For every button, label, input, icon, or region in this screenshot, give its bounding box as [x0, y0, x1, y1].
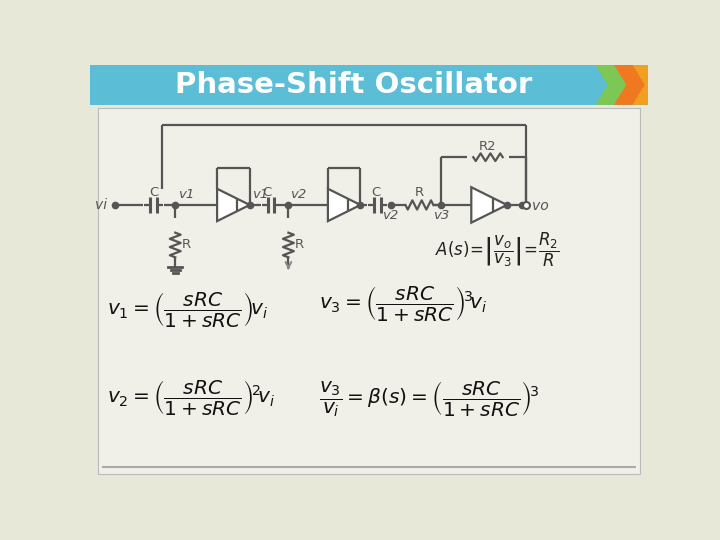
Text: R: R [181, 239, 191, 252]
Text: $v_1 = \left(\dfrac{sRC}{1+sRC}\right)\!v_i$: $v_1 = \left(\dfrac{sRC}{1+sRC}\right)\!… [107, 290, 268, 329]
Text: R: R [294, 239, 304, 252]
Polygon shape [614, 65, 647, 105]
Text: $v_3 = \left(\dfrac{sRC}{1+sRC}\right)^{\!3}\!v_i$: $v_3 = \left(\dfrac{sRC}{1+sRC}\right)^{… [319, 284, 487, 323]
Polygon shape [595, 65, 628, 105]
Text: C: C [149, 186, 158, 199]
Polygon shape [472, 187, 507, 222]
Text: $A(s)\!=\!\left|\dfrac{v_o}{v_3}\right|\!=\!\dfrac{R_2}{R}$: $A(s)\!=\!\left|\dfrac{v_o}{v_3}\right|\… [435, 231, 559, 269]
Text: R: R [415, 186, 424, 199]
FancyBboxPatch shape [90, 65, 648, 105]
Text: $\dfrac{v_3}{v_i} = \beta(s) = \left(\dfrac{sRC}{1+sRC}\right)^{\!3}$: $\dfrac{v_3}{v_i} = \beta(s) = \left(\df… [319, 380, 539, 420]
Polygon shape [632, 65, 648, 105]
Polygon shape [217, 189, 250, 221]
Text: v1: v1 [252, 188, 269, 201]
Text: vi: vi [95, 198, 107, 212]
Text: v2: v2 [290, 188, 306, 201]
Text: v3: v3 [433, 209, 449, 222]
Polygon shape [577, 65, 609, 105]
Text: v1: v1 [179, 188, 194, 201]
Text: C: C [262, 186, 271, 199]
Text: $v_2 = \left(\dfrac{sRC}{1+sRC}\right)^{\!2}\!v_i$: $v_2 = \left(\dfrac{sRC}{1+sRC}\right)^{… [107, 378, 275, 417]
Text: Phase-Shift Oscillator: Phase-Shift Oscillator [175, 71, 532, 99]
Polygon shape [328, 189, 361, 221]
Text: R2: R2 [479, 140, 497, 153]
Text: vo: vo [532, 199, 549, 213]
Text: C: C [372, 186, 381, 199]
Text: v2: v2 [382, 209, 398, 222]
FancyBboxPatch shape [98, 108, 640, 474]
